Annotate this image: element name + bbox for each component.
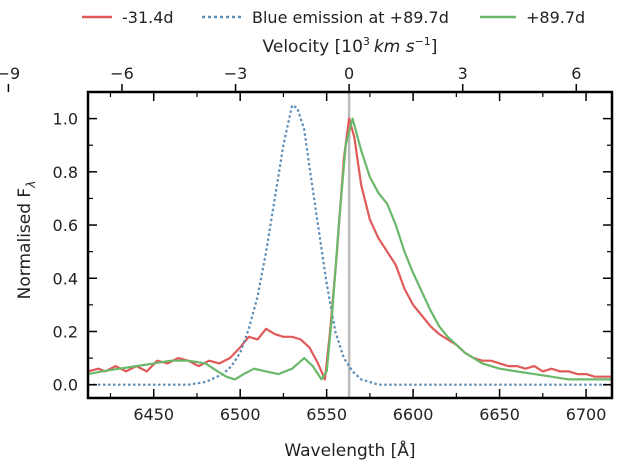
top-axis-title-main: Velocity [10 <box>263 37 363 57</box>
legend-label-series-3: +89.7d <box>526 8 585 27</box>
series-line-3 <box>88 117 612 381</box>
y-tick-label-0.4: 0.4 <box>53 269 78 288</box>
x-axis-title: Wavelength [Å] <box>284 439 415 461</box>
y-tick-label-0.2: 0.2 <box>53 322 78 341</box>
top-axis-title-close: ] <box>431 37 438 57</box>
top-tick-label-0: 0 <box>344 64 354 83</box>
top-tick-label--9: −9 <box>0 64 20 83</box>
top-tick-label-6: 6 <box>571 64 581 83</box>
x-tick-label-6550: 6550 <box>306 405 347 424</box>
y-tick-label-0: 0.0 <box>53 376 78 395</box>
top-tick-label--6: −6 <box>110 64 134 83</box>
y-tick-label-0.8: 0.8 <box>53 163 78 182</box>
y-tick-label-0.6: 0.6 <box>53 216 78 235</box>
top-axis-title-units: km s <box>374 37 415 57</box>
legend: -31.4d Blue emission at +89.7d +89.7d <box>82 8 585 27</box>
top-tick-label--3: −3 <box>224 64 248 83</box>
y-axis-title-main: Normalised F <box>15 188 35 300</box>
plot-layer: 6450 6500 6550 6600 6650 6700 0.0 0.2 0.4 0.6 0.8 1… <box>0 64 614 424</box>
x-tick-label-6450: 6450 <box>133 405 174 424</box>
x-tick-label-6650: 6650 <box>479 405 520 424</box>
y-axis-title: Normalised Fλ <box>15 181 38 300</box>
x-tick-label-6700: 6700 <box>566 405 607 424</box>
top-axis-title-units-sup: −1 <box>415 35 431 48</box>
x-tick-label-6600: 6600 <box>393 405 434 424</box>
top-axis-title-sup: 3 <box>363 35 370 48</box>
top-axis-title: Velocity [103 km s−1] <box>263 35 438 57</box>
legend-label-series-1: -31.4d <box>122 8 174 27</box>
legend-label-series-2: Blue emission at +89.7d <box>252 8 449 27</box>
plot-frame <box>86 90 614 400</box>
top-tick-label-3: 3 <box>458 64 468 83</box>
y-axis-title-sub: λ <box>24 181 38 189</box>
x-tick-label-6500: 6500 <box>220 405 261 424</box>
y-tick-label-1: 1.0 <box>53 110 78 129</box>
